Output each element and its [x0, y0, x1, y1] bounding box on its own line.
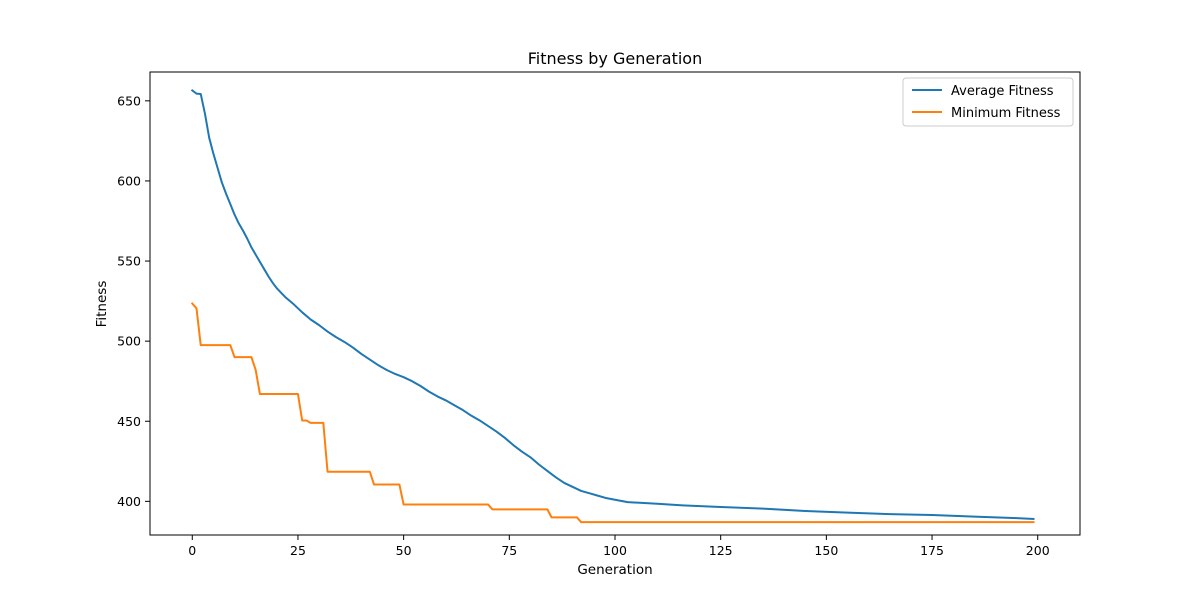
- x-axis: 0 25 50 75 100 125 150 175 200: [188, 535, 1050, 558]
- y-tick-label: 450: [117, 414, 141, 429]
- x-tick-label: 50: [396, 543, 412, 558]
- y-axis: 400 450 500 550 600 650: [117, 93, 150, 509]
- y-tick-label: 550: [117, 254, 141, 269]
- x-tick-label: 125: [709, 543, 733, 558]
- legend: Average Fitness Minimum Fitness: [902, 77, 1074, 127]
- x-axis-label: Generation: [577, 562, 652, 578]
- legend-label-minimum-fitness: Minimum Fitness: [951, 106, 1061, 121]
- x-tick-label: 75: [501, 543, 517, 558]
- y-tick-label: 650: [117, 93, 141, 108]
- x-tick-label: 175: [920, 543, 944, 558]
- legend-label-average-fitness: Average Fitness: [951, 84, 1054, 99]
- x-tick-label: 100: [603, 543, 627, 558]
- y-tick-label: 600: [117, 173, 141, 188]
- y-tick-label: 400: [117, 494, 141, 509]
- legend-box: [902, 77, 1074, 127]
- x-tick-label: 150: [814, 543, 838, 558]
- x-tick-label: 25: [290, 543, 306, 558]
- chart-title: Fitness by Generation: [528, 49, 702, 68]
- y-tick-label: 500: [117, 334, 141, 349]
- series-line-average-fitness: [190, 89, 1035, 521]
- y-axis-label: Fitness: [94, 281, 110, 328]
- series-line-minimum-fitness: [190, 302, 1035, 524]
- x-tick-label: 200: [1026, 543, 1050, 558]
- x-tick-label: 0: [188, 543, 196, 558]
